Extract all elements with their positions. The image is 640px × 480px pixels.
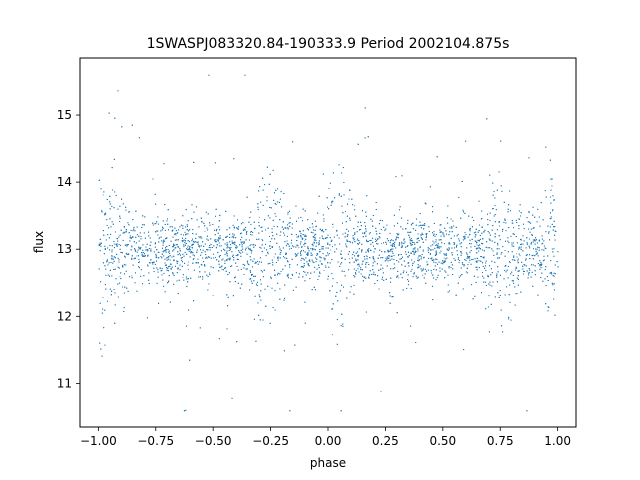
data-point: [182, 276, 184, 278]
data-point: [320, 251, 322, 253]
data-point: [367, 261, 369, 263]
data-point: [516, 292, 518, 294]
data-point: [422, 251, 424, 253]
data-point: [258, 216, 260, 218]
data-point: [304, 240, 306, 242]
data-point: [119, 276, 121, 278]
data-point: [102, 194, 104, 196]
data-point: [519, 255, 521, 257]
data-point: [134, 257, 136, 259]
data-point: [398, 277, 400, 279]
chart-title: 1SWASPJ083320.84-190333.9 Period 2002104…: [147, 36, 510, 52]
data-point: [443, 257, 445, 259]
data-point: [210, 247, 212, 249]
data-point: [136, 255, 138, 257]
data-point: [204, 230, 206, 232]
data-point: [300, 254, 302, 256]
data-point: [511, 242, 513, 244]
data-point: [380, 243, 382, 245]
data-point: [411, 240, 413, 242]
data-point: [123, 227, 125, 229]
data-point: [332, 226, 334, 228]
data-point: [128, 252, 130, 254]
data-point: [186, 247, 188, 249]
data-point: [365, 255, 367, 257]
data-point: [354, 205, 356, 207]
data-point: [415, 251, 417, 253]
data-point: [160, 270, 162, 272]
data-point: [273, 256, 275, 258]
data-point: [323, 269, 325, 271]
data-point: [516, 253, 518, 255]
data-point: [188, 261, 190, 263]
data-point: [356, 239, 358, 241]
data-point: [349, 258, 350, 260]
data-point: [324, 265, 326, 267]
data-point: [380, 391, 382, 393]
data-point: [304, 245, 306, 247]
data-point: [102, 297, 104, 299]
data-point: [331, 334, 333, 336]
data-point: [217, 240, 219, 242]
data-point: [187, 268, 189, 270]
data-point: [175, 234, 177, 236]
data-point: [221, 268, 223, 270]
data-point: [131, 275, 133, 277]
data-point: [468, 261, 470, 263]
data-point: [158, 238, 160, 240]
data-point: [212, 295, 214, 297]
data-point: [422, 274, 424, 276]
data-point: [330, 249, 332, 251]
scatter-points: [98, 74, 559, 412]
data-point: [368, 275, 370, 277]
data-point: [307, 263, 309, 265]
data-point: [298, 247, 300, 249]
data-point: [226, 258, 228, 260]
